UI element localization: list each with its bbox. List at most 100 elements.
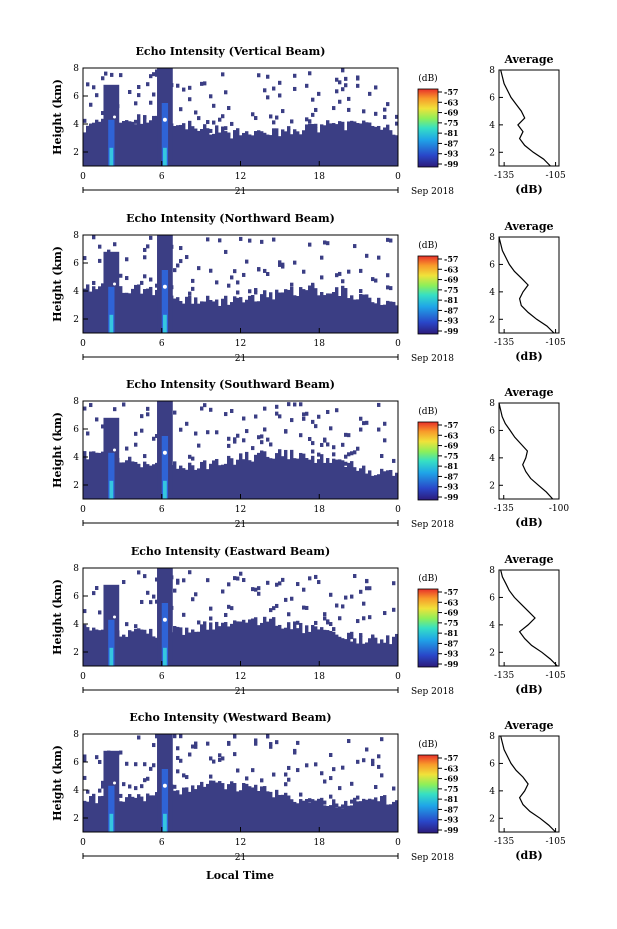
echo-speckle xyxy=(290,282,294,287)
echo-column xyxy=(359,294,363,333)
echo-column xyxy=(389,804,393,832)
echo-speckle xyxy=(227,604,231,609)
echo-column xyxy=(236,791,240,832)
echo-column xyxy=(191,785,195,832)
colorbar-tick-label: -81 xyxy=(444,461,458,471)
echo-speckle xyxy=(146,590,150,595)
colorbar xyxy=(417,754,439,834)
echo-column xyxy=(131,288,135,333)
echo-speckle xyxy=(140,784,144,789)
echo-column xyxy=(290,134,294,166)
y-axis-label: Height (km) xyxy=(51,579,64,655)
echo-column xyxy=(353,121,357,166)
echo-column xyxy=(95,629,99,666)
echo-speckle xyxy=(299,433,303,438)
echo-speckle xyxy=(275,115,279,120)
echo-column xyxy=(347,298,351,333)
echo-speckle xyxy=(293,295,297,300)
echo-speckle xyxy=(287,777,291,782)
colorbar-tick-label: -63 xyxy=(444,97,459,107)
echo-speckle xyxy=(278,93,282,98)
echo-column xyxy=(197,631,201,666)
echo-speckle xyxy=(314,107,318,112)
tower-core xyxy=(108,452,115,499)
echo-speckle xyxy=(296,582,300,587)
echo-speckle xyxy=(98,788,102,793)
echo-column xyxy=(368,297,372,333)
colorbar-tick-label: -69 xyxy=(444,275,459,285)
echo-speckle xyxy=(377,764,381,769)
echo-speckle xyxy=(335,634,339,639)
echo-column xyxy=(350,805,354,832)
echo-column xyxy=(392,636,396,666)
y-tick-label: 2 xyxy=(73,814,79,824)
echo-column xyxy=(257,301,261,333)
average-title: Average xyxy=(503,220,553,233)
echo-column xyxy=(386,804,390,832)
echo-column xyxy=(212,780,216,832)
echo-column xyxy=(101,284,105,333)
echo-speckle xyxy=(134,101,138,106)
echo-column xyxy=(203,621,207,666)
echo-speckle xyxy=(176,83,180,88)
echo-column xyxy=(137,463,141,499)
echo-speckle xyxy=(308,798,312,803)
echo-speckle xyxy=(137,735,141,740)
echo-speckle xyxy=(371,277,375,282)
echo-speckle xyxy=(128,89,132,94)
y-tick-label: 2 xyxy=(73,481,79,491)
echo-column xyxy=(182,468,186,499)
echo-column xyxy=(185,469,189,499)
echo-speckle xyxy=(209,756,213,761)
echo-speckle xyxy=(143,574,147,579)
average-x-axis-label: (dB) xyxy=(515,350,542,363)
echo-column xyxy=(329,293,333,333)
echo-column xyxy=(215,621,219,666)
echo-speckle xyxy=(224,612,228,617)
echo-column xyxy=(260,786,264,832)
echo-column xyxy=(218,132,222,166)
echo-speckle xyxy=(155,72,159,77)
echo-column xyxy=(155,289,159,333)
echo-speckle xyxy=(338,99,342,104)
echo-column xyxy=(248,619,252,666)
echo-column xyxy=(386,635,390,666)
echo-speckle xyxy=(128,784,132,789)
echo-column xyxy=(284,792,288,832)
echo-column xyxy=(227,132,231,166)
echo-speckle xyxy=(146,82,150,87)
echo-column xyxy=(368,638,372,666)
echo-column xyxy=(332,631,336,666)
echo-speckle xyxy=(206,578,210,583)
echo-column xyxy=(302,633,306,666)
echo-speckle xyxy=(257,591,261,596)
echo-column xyxy=(143,629,147,666)
echo-column xyxy=(173,298,177,333)
echo-column xyxy=(332,126,336,166)
echo-speckle xyxy=(275,603,279,608)
echo-speckle xyxy=(92,235,96,240)
echo-speckle xyxy=(287,126,291,131)
echo-column xyxy=(314,800,318,832)
echo-column xyxy=(356,122,360,166)
colorbar-tick-label: -57 xyxy=(444,87,458,97)
echo-speckle xyxy=(155,599,159,604)
echo-speckle xyxy=(302,416,306,421)
echo-column xyxy=(209,463,213,499)
echo-speckle xyxy=(257,435,261,440)
echo-speckle xyxy=(134,786,138,791)
echo-speckle xyxy=(386,285,390,290)
echo-column xyxy=(383,127,387,166)
echo-speckle xyxy=(188,454,192,459)
echo-speckle xyxy=(173,734,177,739)
echo-speckle xyxy=(125,622,129,627)
echo-speckle xyxy=(308,576,312,581)
echo-speckle xyxy=(299,402,303,407)
echo-column xyxy=(101,795,105,832)
echo-speckle xyxy=(344,461,348,466)
heatmap xyxy=(83,401,398,499)
echo-column xyxy=(290,449,294,499)
echo-speckle xyxy=(383,115,387,120)
echo-speckle xyxy=(140,293,144,298)
echo-column xyxy=(251,787,255,832)
